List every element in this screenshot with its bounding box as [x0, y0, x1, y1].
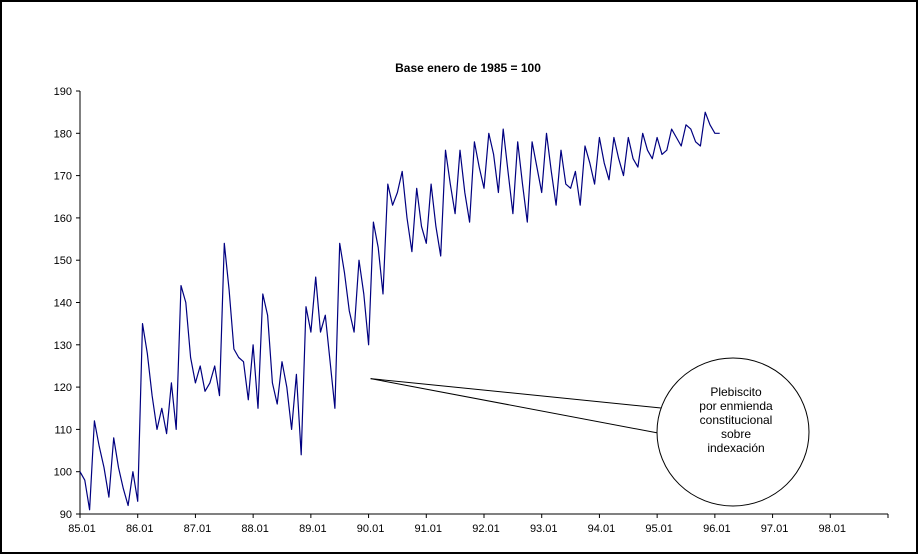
- y-tick-label: 100: [54, 467, 72, 479]
- x-tick-label: 91.01: [415, 523, 443, 535]
- x-tick-label: 88.01: [241, 523, 269, 535]
- x-axis: 85.01 86.01 87.01 88.01 89.01 90.01 91.01 92.01…: [68, 513, 889, 535]
- y-tick-label: 120: [54, 382, 72, 394]
- annotation-pointer-lower: [370, 378, 659, 434]
- x-tick-label: 95.01: [645, 523, 673, 535]
- annotation-text-line: indexación: [707, 441, 764, 455]
- annotation-pointer-upper: [370, 378, 672, 410]
- x-tick-label: 93.01: [530, 523, 558, 535]
- annotation-text-line: por enmienda: [699, 399, 773, 413]
- chart-title: Base enero de 1985 = 100: [395, 61, 541, 75]
- annotation-bubble: [656, 357, 810, 507]
- x-tick-label: 97.01: [761, 523, 789, 535]
- y-axis: 90 100 110 120 130 140 150 160 170 180 190: [54, 86, 81, 521]
- y-tick-label: 160: [54, 213, 72, 225]
- y-tick-label: 90: [60, 509, 72, 521]
- x-tick-label: 85.01: [68, 523, 96, 535]
- x-tick-label: 90.01: [357, 523, 385, 535]
- x-tick-label: 94.01: [588, 523, 616, 535]
- x-tick-label: 86.01: [126, 523, 154, 535]
- annotation-text-line: Plebiscito: [710, 385, 762, 399]
- x-tick-label: 89.01: [299, 523, 327, 535]
- y-tick-label: 170: [54, 171, 72, 183]
- y-tick-label: 190: [54, 86, 72, 98]
- y-tick-label: 140: [54, 298, 72, 310]
- x-tick-label: 92.01: [472, 523, 500, 535]
- y-tick-label: 150: [54, 255, 72, 267]
- annotation-text-line: constitucional: [700, 413, 773, 427]
- x-tick-label: 96.01: [703, 523, 731, 535]
- annotation-text-line: sobre: [721, 427, 751, 441]
- series-line: [79, 111, 720, 511]
- series-layer: [79, 111, 720, 511]
- x-tick-label: 98.01: [819, 523, 847, 535]
- x-tick-label: 87.01: [184, 523, 212, 535]
- y-tick-label: 180: [54, 128, 72, 140]
- y-tick-label: 130: [54, 340, 72, 352]
- y-tick-label: 110: [54, 424, 72, 436]
